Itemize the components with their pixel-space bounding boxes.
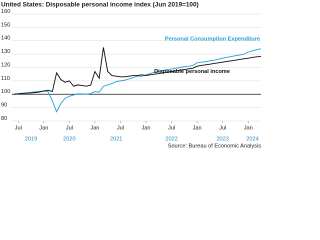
source: Source: Bureau of Economic Analysis (168, 143, 261, 149)
year-label: 2021 (110, 136, 122, 142)
chart-title: United States: Disposable personal incom… (1, 2, 199, 9)
year-label: 2020 (63, 136, 75, 142)
x-tick-label: Jul (66, 125, 73, 131)
series-line (13, 48, 262, 113)
y-tick-label: 100 (1, 89, 10, 95)
series-line (13, 47, 262, 95)
x-tick-label: Jan (39, 125, 48, 131)
series-label: Disposable personal income (154, 69, 230, 75)
x-tick-label: Jul (219, 125, 226, 131)
y-tick-label: 130 (1, 49, 10, 55)
year-label: 2023 (216, 136, 228, 142)
y-tick-label: 120 (1, 62, 10, 68)
y-tick-label: 110 (1, 76, 10, 82)
x-tick-label: Jul (117, 125, 124, 131)
year-label: 2024 (246, 136, 258, 142)
chart: United States: Disposable personal incom… (1, 2, 262, 150)
x-tick-label: Jan (244, 125, 253, 131)
x-tick-label: Jan (90, 125, 99, 131)
x-tick-label: Jul (15, 125, 22, 131)
x-tick-label: Jan (193, 125, 202, 131)
y-tick-label: 160 (1, 9, 10, 15)
y-tick-label: 150 (1, 22, 10, 28)
year-label: 2019 (25, 136, 37, 142)
year-label: 2022 (165, 136, 177, 142)
x-tick-label: Jul (168, 125, 175, 131)
x-tick-label: Jan (142, 125, 151, 131)
series-label: Personal Consumption Expenditure (165, 36, 260, 42)
y-tick-label: 80 (1, 116, 7, 122)
y-tick-label: 90 (1, 103, 7, 109)
y-tick-label: 140 (1, 36, 10, 42)
